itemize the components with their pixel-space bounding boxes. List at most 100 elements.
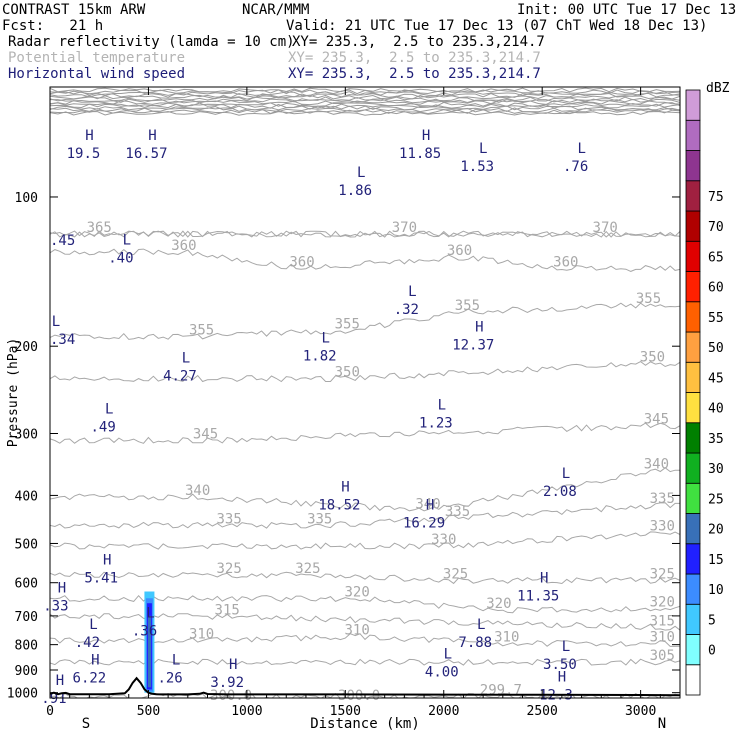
theta-line: [50, 361, 680, 383]
y-tick-label: 500: [15, 537, 38, 552]
colorbar-segment: [685, 664, 701, 696]
field-name-reflectivity: Radar reflectivity (lamda = 10 cm): [8, 34, 295, 50]
wind-extremum-type: L: [89, 617, 97, 633]
colorbar-label: 20: [708, 523, 724, 538]
theta-line: [50, 302, 680, 340]
wind-extremum-type: H: [58, 581, 66, 597]
wind-extremum-value: .76: [563, 159, 588, 175]
theta-line: [50, 594, 680, 614]
y-tick-label: 700: [15, 610, 38, 625]
theta-label: 370: [593, 220, 618, 236]
theta-line: [50, 230, 680, 238]
wind-extremum-type: H: [56, 673, 64, 689]
colorbar-segment: [685, 392, 701, 424]
wind-extremum-value: 3.92: [210, 675, 244, 691]
wind-extremum-type: H: [426, 497, 434, 513]
colorbar-segment: [685, 543, 701, 575]
colorbar-segment: [685, 422, 701, 454]
wind-extremum-type: L: [105, 401, 113, 417]
wind-extremum-value: .26: [157, 671, 182, 687]
theta-line: [50, 633, 680, 647]
x-tick-label: 3000: [625, 704, 656, 719]
colorbar-segment: [685, 180, 701, 212]
theta-line: [50, 422, 680, 444]
wind-extremum-value: .32: [394, 302, 419, 318]
colorbar-label: 40: [708, 402, 724, 417]
y-tick-label: 1000: [7, 687, 38, 702]
colorbar-label: 35: [708, 432, 724, 447]
y-tick-label: 200: [15, 340, 38, 355]
wind-extremum-value: 1.82: [303, 349, 337, 365]
theta-label: 335: [307, 511, 332, 527]
x-tick-label: 1000: [231, 704, 262, 719]
theta-line-upper: [50, 94, 680, 100]
x-tick-label: 0: [46, 704, 54, 719]
colorbar-segment: [685, 331, 701, 363]
theta-label: 300.0: [210, 688, 252, 704]
colorbar-segment: [685, 603, 701, 635]
colorbar-label: 60: [708, 281, 724, 296]
north-end-label: N: [658, 716, 666, 732]
theta-contours: [50, 87, 680, 698]
theta-label: 350: [335, 365, 360, 381]
colorbar-label: 15: [708, 553, 724, 568]
theta-line-upper: [50, 110, 680, 116]
wind-extremum-type: L: [52, 314, 60, 330]
wind-extremum-type: L: [172, 653, 180, 669]
wind-extremum-type: H: [85, 128, 93, 144]
theta-label: 370: [392, 220, 417, 236]
colorbar-label: 75: [708, 190, 724, 205]
south-end-label: S: [82, 716, 90, 732]
wind-extremum-type: H: [91, 653, 99, 669]
wind-extremum-type: H: [422, 128, 430, 144]
wind-extremum-type: L: [357, 165, 365, 181]
theta-label: 325: [295, 561, 320, 577]
theta-line-upper: [50, 105, 680, 111]
wind-extremum-type: L: [408, 284, 416, 300]
wind-extremum-type: H: [341, 480, 349, 496]
wind-extremum-value: .36: [132, 623, 157, 639]
theta-label: 330: [650, 519, 675, 535]
model-title: CONTRAST 15km ARW: [2, 2, 146, 18]
colorbar-label: 30: [708, 462, 724, 477]
wind-extremum-type: H: [540, 570, 548, 586]
wind-extremum-value: 1.53: [460, 159, 494, 175]
theta-line: [50, 571, 680, 585]
theta-line: [50, 613, 680, 631]
colorbar-segment: [685, 513, 701, 545]
field-xy-theta: XY= 235.3, 2.5 to 235.3,214.7: [288, 50, 541, 66]
valid-time: Valid: 21 UTC Tue 17 Dec 13 (07 ChT Wed …: [286, 18, 708, 34]
wind-extremum-type: L: [577, 141, 585, 157]
colorbar-label: 50: [708, 341, 724, 356]
wind-extremum-value: 16.57: [125, 146, 167, 162]
wind-extremum-value: 7.88: [458, 635, 492, 651]
theta-label: 335: [217, 511, 242, 527]
theta-label: 355: [455, 298, 480, 314]
wind-extremum-type: L: [438, 398, 446, 414]
theta-line-upper: [50, 98, 680, 104]
colorbar-segment: [685, 210, 701, 242]
colorbar-title: dBZ: [706, 81, 730, 96]
wind-extremum-type: L: [322, 331, 330, 347]
theta-label: 355: [189, 322, 214, 338]
field-xy-reflectivity: XY= 235.3, 2.5 to 235.3,214.7: [292, 34, 545, 50]
theta-label: 315: [215, 603, 240, 619]
colorbar-label: 5: [708, 613, 716, 628]
wind-extremum-value: .40: [108, 250, 133, 266]
wind-extremum-type: L: [479, 141, 487, 157]
wind-extremum-type: L: [562, 466, 570, 482]
wind-extremum-value: 1.86: [338, 183, 372, 199]
theta-label: 310: [494, 629, 519, 645]
wind-extremum-value: 12.37: [452, 338, 494, 354]
theta-label: 345: [193, 426, 218, 442]
wind-extremum-value: .42: [75, 635, 100, 651]
colorbar-segment: [685, 119, 701, 151]
theta-line: [50, 502, 680, 529]
y-tick-label: 800: [15, 639, 38, 654]
wind-extremum-value: 19.5: [67, 146, 101, 162]
theta-label: 340: [415, 496, 440, 512]
init-time: Init: 00 UTC Tue 17 Dec 13: [517, 2, 737, 18]
colorbar-segment: [685, 240, 701, 272]
wind-extremum-value: 11.35: [517, 588, 559, 604]
wind-extremum-type: L: [182, 351, 190, 367]
